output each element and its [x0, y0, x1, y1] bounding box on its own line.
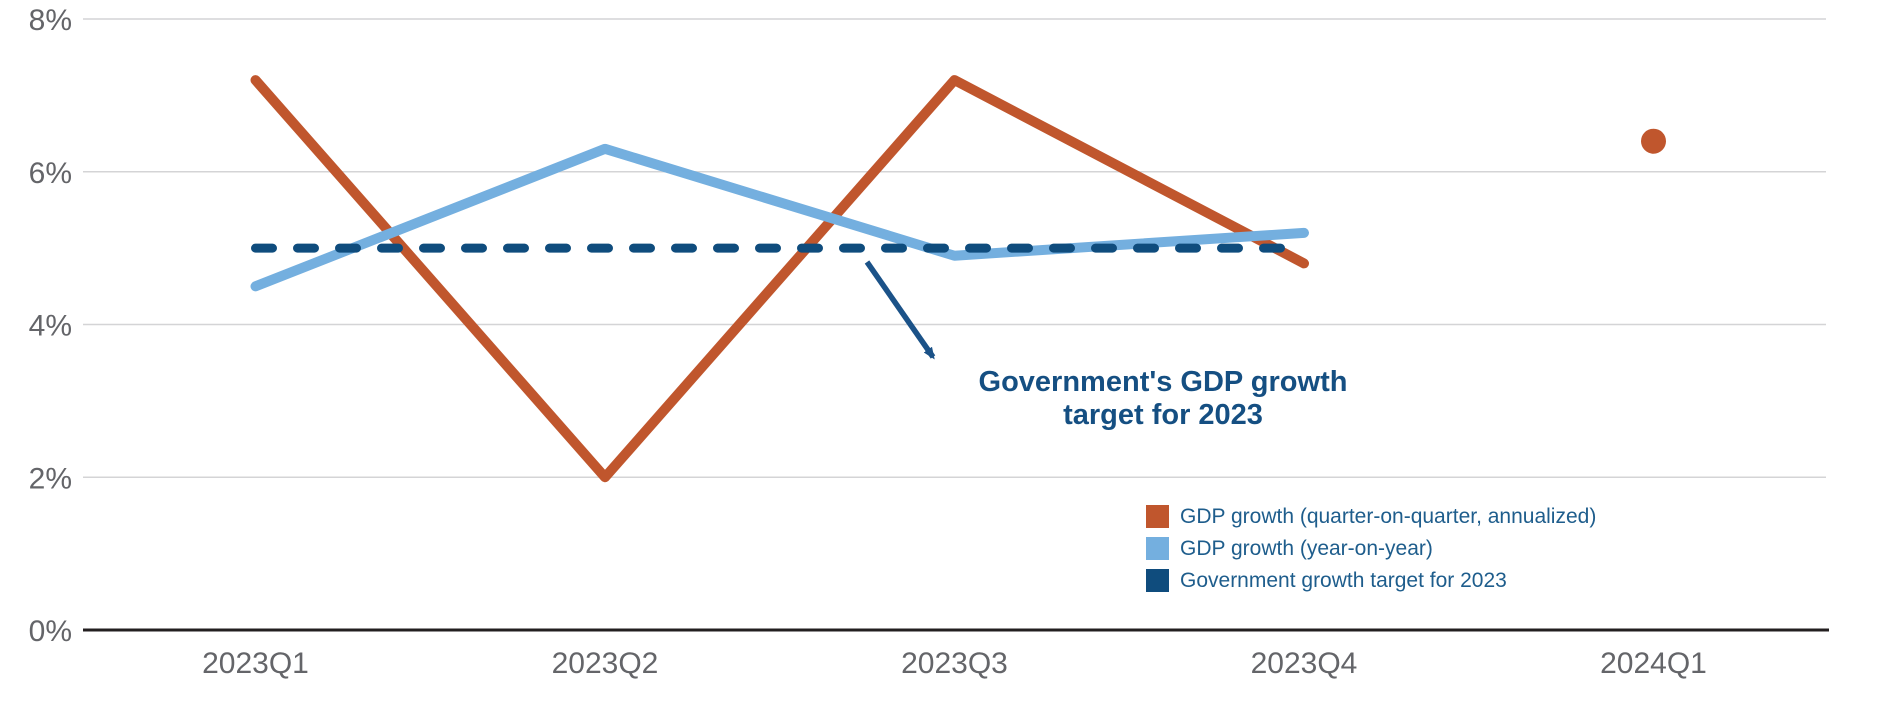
gdp-qoq-forecast-point	[1641, 128, 1666, 154]
legend-label-yoy: GDP growth (year-on-year)	[1180, 536, 1433, 560]
y-tick-label: 8%	[29, 4, 72, 37]
legend-item-target: Government growth target for 2023	[1146, 569, 1596, 592]
gdp-qoq-line	[250, 75, 1309, 483]
y-tick-label: 6%	[29, 157, 72, 190]
x-tick-label: 2024Q1	[1600, 647, 1707, 680]
legend-label-target: Government growth target for 2023	[1180, 568, 1507, 592]
annotation-target-label: Government's GDP growth target for 2023	[863, 366, 1463, 432]
annotation-line-2: target for 2023	[1063, 399, 1263, 431]
y-tick-label: 0%	[29, 615, 72, 648]
x-tick-label: 2023Q3	[901, 647, 1008, 680]
x-tick-label: 2023Q1	[202, 647, 309, 680]
y-tick-label: 4%	[29, 310, 72, 343]
legend-item-yoy: GDP growth (year-on-year)	[1146, 537, 1596, 560]
x-tick-label: 2023Q2	[552, 647, 659, 680]
annotation-line-1: Government's GDP growth	[978, 366, 1348, 398]
legend-swatch-qoq	[1146, 505, 1169, 528]
legend-item-qoq: GDP growth (quarter-on-quarter, annualiz…	[1146, 505, 1596, 528]
y-tick-label: 2%	[29, 462, 72, 495]
gdp-yoy-line	[250, 143, 1309, 292]
legend-swatch-yoy	[1146, 537, 1169, 560]
x-tick-label: 2023Q4	[1251, 647, 1358, 680]
annotation-arrow	[864, 260, 936, 360]
legend-label-qoq: GDP growth (quarter-on-quarter, annualiz…	[1180, 504, 1597, 528]
legend-swatch-target	[1146, 569, 1169, 592]
legend: GDP growth (quarter-on-quarter, annualiz…	[1146, 505, 1596, 601]
